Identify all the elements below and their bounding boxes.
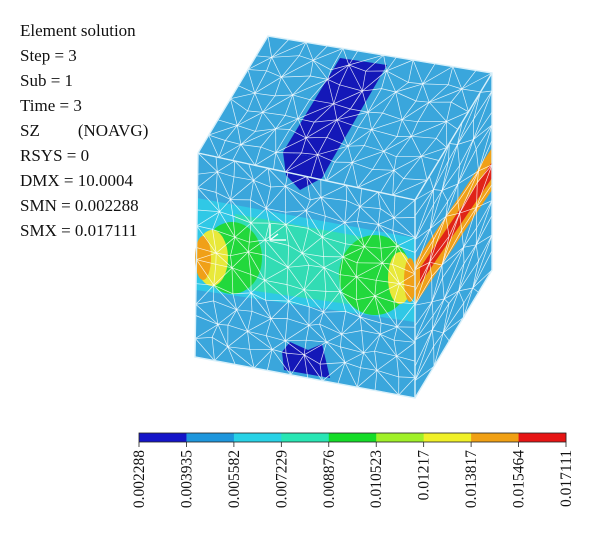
legend-swatch [281,433,330,442]
info-result-row: SZ (NOAVG) [20,118,148,143]
info-time: Time = 3 [20,96,82,115]
info-rsys: RSYS = 0 [20,146,90,165]
legend-swatch [518,433,567,442]
legend-color-bar [138,432,567,443]
legend-swatch [139,433,187,442]
coordinate-triad-icon [269,224,286,241]
legend-label: 0.008876 [321,450,338,508]
info-smx: SMX = 0.017111 [20,221,138,240]
legend-swatch [233,433,282,442]
legend-label: 0.002288 [131,450,148,508]
legend-label: 0.015464 [511,450,528,508]
legend-label: 0.01217 [416,450,433,501]
legend-label: 0.017111 [558,450,575,507]
solution-info-panel: Element solution Step = 3 Sub = 1 Time =… [20,18,148,243]
legend-label: 0.013817 [463,450,480,508]
front-face-bottom-low-stress-zone [282,342,330,378]
legend-ticks [138,442,567,447]
cube-model [194,35,493,399]
legend-swatch [423,433,472,442]
legend-label: 0.010523 [368,450,385,508]
info-step: Step = 3 [20,46,77,65]
color-legend: 0.002288 0.003935 0.005582 0.007229 0.008876… [131,432,575,508]
legend-swatch [471,433,519,442]
front-face-orange-zone-right [404,258,416,302]
info-sub: Sub = 1 [20,71,74,90]
legend-frame [138,432,567,443]
info-smn: SMN = 0.002288 [20,196,139,215]
legend-label: 0.003935 [178,450,195,508]
legend-swatch [186,433,235,442]
legend-label: 0.005582 [226,450,243,508]
info-result-label: SZ [20,121,40,140]
legend-swatch [328,433,377,442]
info-dmx: DMX = 10.0004 [20,171,134,190]
legend-labels: 0.002288 0.003935 0.005582 0.007229 0.008876… [131,450,575,508]
info-result-mode: (NOAVG) [77,121,149,140]
legend-label: 0.007229 [273,450,290,508]
cube-outline [194,35,493,399]
front-face-orange-zone-left [195,236,211,280]
info-title: Element solution [20,21,136,40]
legend-swatch [376,433,424,442]
